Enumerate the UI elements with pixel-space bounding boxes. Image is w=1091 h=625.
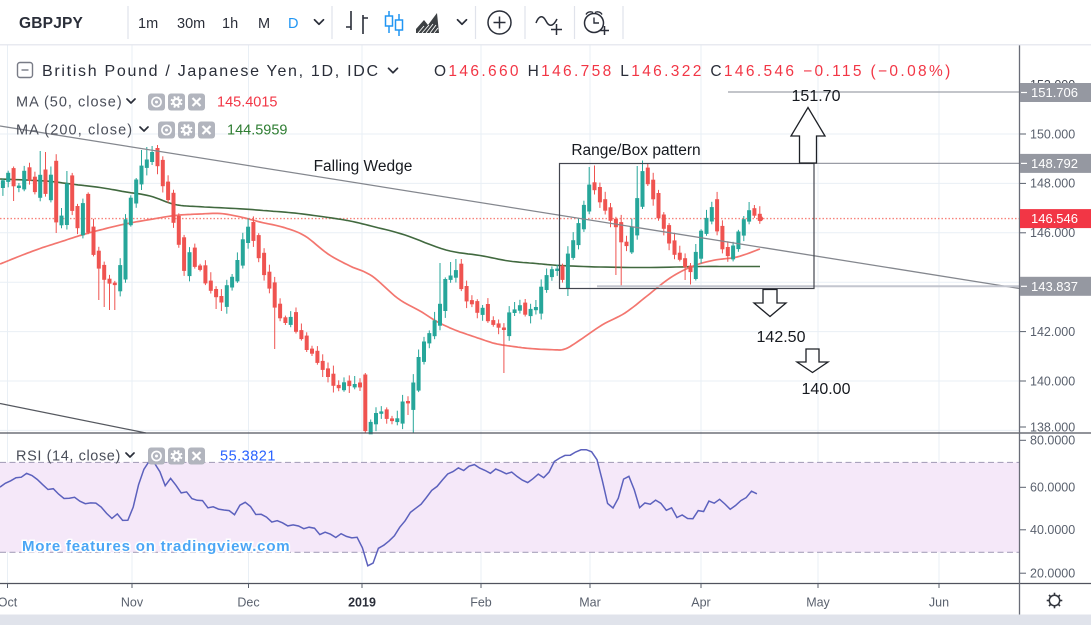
svg-text:143.837: 143.837 [1031,279,1078,294]
svg-text:Falling Wedge: Falling Wedge [314,158,413,175]
svg-text:145.4015: 145.4015 [217,95,277,111]
svg-text:Dec: Dec [237,596,259,610]
svg-text:80.0000: 80.0000 [1030,434,1075,448]
svg-text:O146.660 H146.758 L146.322: O146.660 H146.758 L146.322 C146.546 −0.1… [434,63,953,80]
svg-text:M: M [258,16,270,32]
svg-text:1m: 1m [138,16,158,32]
svg-text:Jun: Jun [929,596,949,610]
svg-text:150.000: 150.000 [1030,127,1075,141]
svg-text:RSI (14, close): RSI (14, close) [16,449,121,465]
svg-text:Range/Box pattern: Range/Box pattern [571,142,700,159]
svg-text:140.000: 140.000 [1030,374,1075,388]
svg-text:148.792: 148.792 [1031,156,1078,171]
svg-text:Apr: Apr [691,596,710,610]
svg-text:GBPJPY: GBPJPY [19,15,84,32]
svg-text:142.000: 142.000 [1030,325,1075,339]
svg-text:May: May [806,596,830,610]
svg-text:60.0000: 60.0000 [1030,481,1075,495]
svg-text:140.00: 140.00 [802,381,851,398]
svg-text:151.706: 151.706 [1031,85,1078,100]
svg-text:40.0000: 40.0000 [1030,523,1075,537]
svg-text:Oct: Oct [0,596,18,610]
svg-text:30m: 30m [177,16,205,32]
svg-text:138.000: 138.000 [1030,420,1075,434]
svg-text:D: D [288,16,298,32]
svg-text:More features on tradingview.c: More features on tradingview.com [22,538,290,555]
svg-text:146.000: 146.000 [1030,226,1075,240]
svg-text:20.0000: 20.0000 [1030,567,1075,581]
svg-text:148.000: 148.000 [1030,177,1075,191]
svg-text:55.3821: 55.3821 [220,449,276,465]
svg-text:British Pound / Japanese Yen,: British Pound / Japanese Yen, 1D, IDC [42,63,380,80]
svg-text:144.5959: 144.5959 [227,123,287,139]
svg-text:2019: 2019 [348,596,376,610]
svg-text:MA (200, close): MA (200, close) [16,123,133,139]
svg-text:142.50: 142.50 [757,329,806,346]
svg-text:1h: 1h [222,16,238,32]
svg-text:146.546: 146.546 [1031,211,1078,226]
svg-text:Mar: Mar [579,596,601,610]
svg-text:Feb: Feb [470,596,492,610]
svg-text:151.70: 151.70 [792,88,841,105]
svg-text:Nov: Nov [121,596,144,610]
svg-text:MA (50, close): MA (50, close) [16,95,123,111]
